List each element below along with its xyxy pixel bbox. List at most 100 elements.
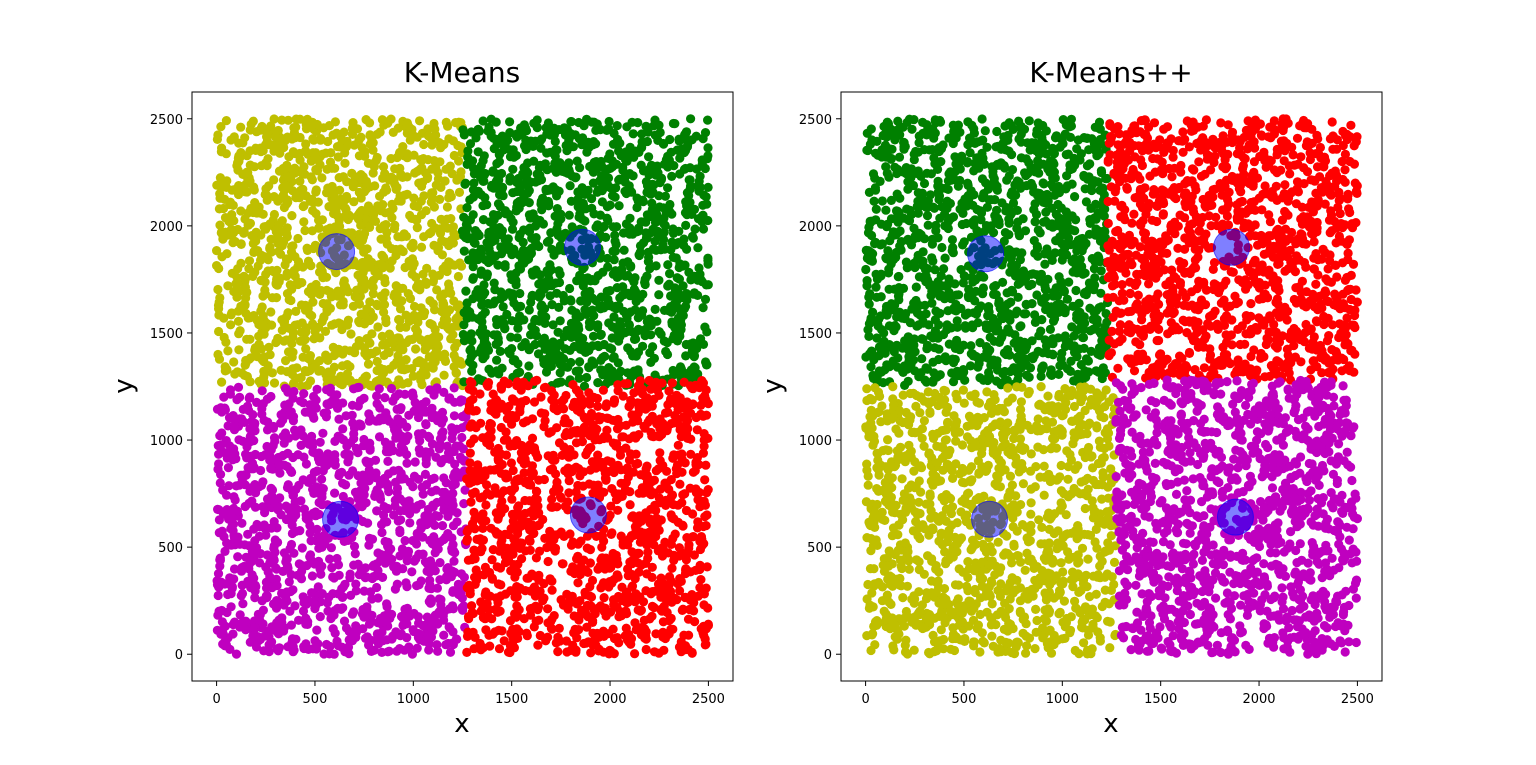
point-cluster-1 xyxy=(575,344,586,354)
point-cluster-2 xyxy=(226,540,236,550)
point-cluster-3 xyxy=(568,380,578,390)
point-cluster-2 xyxy=(338,603,348,613)
point-cluster-0 xyxy=(288,148,298,158)
point-cluster-1 xyxy=(566,318,577,328)
point-cluster-2 xyxy=(367,610,377,620)
point-cluster-3 xyxy=(573,578,583,588)
point-cluster-1 xyxy=(603,153,613,163)
point-cluster-3 xyxy=(642,461,652,471)
point-cluster-0 xyxy=(435,157,445,167)
point-cluster-1 xyxy=(544,274,554,284)
point-cluster-3 xyxy=(520,495,530,506)
point-cluster-1 xyxy=(531,233,541,243)
point-cluster-1 xyxy=(535,278,545,288)
point-cluster-2 xyxy=(346,590,356,601)
point-cluster-2 xyxy=(270,436,280,446)
point-cluster-2 xyxy=(291,526,301,537)
point-cluster-2 xyxy=(317,500,327,510)
point-cluster-0 xyxy=(416,242,427,252)
point-cluster-0 xyxy=(440,349,450,359)
point-cluster-2 xyxy=(395,474,405,484)
point-cluster-3 xyxy=(608,415,618,425)
point-cluster-2 xyxy=(298,475,308,485)
point-cluster-2 xyxy=(283,563,293,573)
point-cluster-1 xyxy=(670,283,680,293)
point-cluster-1 xyxy=(551,348,561,358)
point-cluster-3 xyxy=(545,574,555,584)
point-cluster-1 xyxy=(552,224,562,234)
point-cluster-0 xyxy=(372,356,382,367)
point-cluster-0 xyxy=(432,285,442,295)
point-cluster-2 xyxy=(286,539,297,550)
point-cluster-0 xyxy=(442,266,452,277)
point-cluster-2 xyxy=(322,598,332,608)
point-cluster-1 xyxy=(473,166,483,176)
point-cluster-0 xyxy=(378,173,388,183)
point-cluster-2 xyxy=(262,630,272,640)
point-cluster-0 xyxy=(356,220,366,230)
point-cluster-1 xyxy=(468,210,478,220)
point-cluster-2 xyxy=(345,569,355,579)
point-cluster-1 xyxy=(490,285,500,295)
point-cluster-1 xyxy=(608,222,618,232)
point-cluster-0 xyxy=(439,216,450,227)
point-cluster-0 xyxy=(378,293,388,303)
point-cluster-1 xyxy=(523,158,533,168)
point-cluster-0 xyxy=(407,364,417,374)
point-cluster-2 xyxy=(362,602,372,612)
point-cluster-1 xyxy=(693,243,703,253)
point-cluster-2 xyxy=(216,577,226,587)
point-cluster-3 xyxy=(634,488,644,498)
point-cluster-0 xyxy=(306,261,316,271)
point-cluster-0 xyxy=(276,365,286,375)
point-cluster-3 xyxy=(462,536,472,546)
point-cluster-1 xyxy=(523,188,533,198)
point-cluster-3 xyxy=(594,435,605,445)
point-cluster-3 xyxy=(623,597,633,608)
point-cluster-2 xyxy=(269,543,279,554)
point-cluster-1 xyxy=(674,134,684,144)
point-cluster-0 xyxy=(297,278,307,288)
point-cluster-1 xyxy=(682,244,692,254)
point-cluster-1 xyxy=(508,164,518,174)
point-cluster-2 xyxy=(225,441,235,451)
point-cluster-1 xyxy=(495,346,505,356)
point-cluster-2 xyxy=(441,478,451,488)
point-cluster-2 xyxy=(380,393,390,403)
point-cluster-0 xyxy=(377,331,387,341)
point-cluster-2 xyxy=(445,623,455,633)
point-cluster-2 xyxy=(283,448,293,458)
point-cluster-3 xyxy=(465,396,476,406)
point-cluster-3 xyxy=(666,510,676,520)
point-cluster-1 xyxy=(605,343,615,353)
point-cluster-1 xyxy=(681,220,691,230)
point-cluster-1 xyxy=(654,327,665,337)
point-cluster-1 xyxy=(677,144,687,154)
point-cluster-0 xyxy=(389,360,399,370)
point-cluster-0 xyxy=(306,156,316,166)
point-cluster-2 xyxy=(443,452,454,462)
point-cluster-1 xyxy=(468,262,478,272)
point-cluster-2 xyxy=(244,498,254,508)
point-cluster-1 xyxy=(555,338,565,349)
point-cluster-1 xyxy=(500,260,510,270)
point-cluster-2 xyxy=(242,453,252,463)
point-cluster-3 xyxy=(658,460,668,471)
point-cluster-2 xyxy=(400,389,410,399)
point-cluster-0 xyxy=(270,132,280,142)
point-cluster-0 xyxy=(421,279,431,289)
point-cluster-1 xyxy=(700,322,710,332)
point-cluster-2 xyxy=(317,474,327,484)
point-cluster-0 xyxy=(267,293,277,303)
point-cluster-0 xyxy=(318,298,328,309)
point-cluster-1 xyxy=(551,185,561,195)
point-cluster-2 xyxy=(409,471,420,481)
point-cluster-3 xyxy=(618,537,628,547)
point-cluster-2 xyxy=(289,386,299,397)
point-cluster-0 xyxy=(233,316,244,326)
point-cluster-0 xyxy=(329,343,339,353)
point-cluster-2 xyxy=(374,384,384,394)
point-cluster-1 xyxy=(634,325,644,335)
point-cluster-0 xyxy=(266,247,277,257)
point-cluster-0 xyxy=(355,240,365,250)
